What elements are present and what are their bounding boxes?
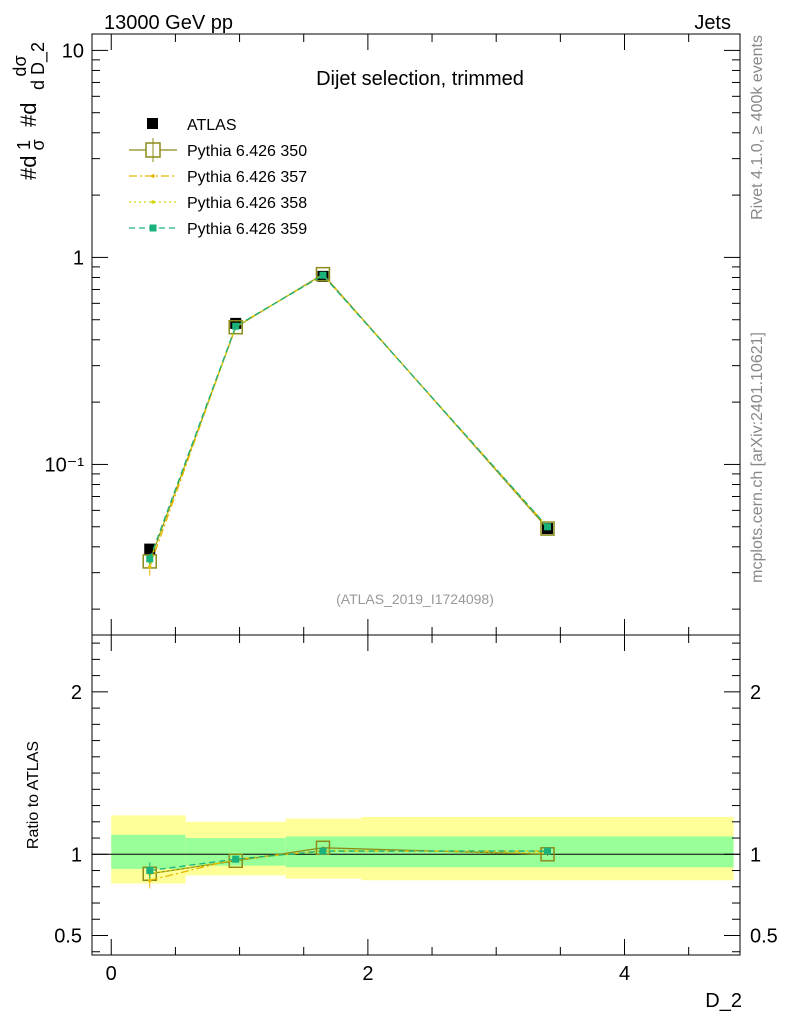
legend-marker [151,174,155,178]
ratio-y-axis-label: Ratio to ATLAS [25,741,42,849]
series-line [149,274,549,568]
analysis-id: (ATLAS_2019_I1724098) [336,591,494,607]
series-2 [147,273,550,576]
rivet-version-label: Rivet 4.1.0, ≥ 400k events [749,35,766,220]
series-0 [144,270,554,555]
data-point [319,271,327,279]
ratio-uncertainty-bands [92,815,740,884]
x-tick-label: 4 [619,963,630,985]
series-line [149,274,549,560]
data-point [232,322,240,330]
ratio-point [146,867,154,875]
legend-entry-0: ATLAS [147,117,237,134]
legend-marker [147,118,158,129]
series-1 [142,266,555,569]
ratio-series-3 [146,847,552,879]
main-y-axis-label: #d 1 σ #d dσ d D_2 [10,42,49,180]
mcplots-label: mcplots.cern.ch [arXiv:2401.10621] [749,332,766,583]
data-point [146,555,154,563]
data-point [544,523,552,531]
legend-entry-4: Pythia 6.426 359 [129,221,307,238]
x-tick-label: 2 [362,963,373,985]
legend-label: Pythia 6.426 359 [187,221,307,238]
series-4 [146,271,552,565]
legend-label: Pythia 6.426 350 [187,143,307,160]
data-point [144,543,156,555]
legend-marker [149,224,157,232]
main-y-tick-label: 1 [73,247,84,269]
ylabel-num1: 1 [14,140,34,150]
legend-entry-1: Pythia 6.426 350 [129,138,307,162]
ylabel-prefix1: #d [16,156,41,180]
ratio-point [544,847,552,855]
legend-marker [151,200,155,204]
axes: 10⁻¹ 1 10 0 2 4 0.5 0.5 1 1 2 2 [45,34,778,985]
series-3 [147,272,550,567]
legend-entry-2: Pythia 6.426 357 [129,169,307,186]
ratio-plot-frame [91,634,741,956]
ratio-y-tick-label-right: 2 [750,682,761,704]
band-green-0 [111,834,186,869]
main-y-tick-label: 10 [62,40,84,62]
ratio-y-tick-label-right: 0.5 [750,926,778,948]
ratio-point [319,847,327,855]
data-point [540,521,555,536]
x-axis-label: D_2 [705,990,742,1012]
ratio-point [232,855,240,863]
ratio-y-tick-label-right: 1 [750,844,761,866]
ratio-y-tick-label: 0.5 [54,926,82,948]
header-energy: 13000 GeV pp [104,12,233,34]
header-process: Jets [694,12,731,34]
series-line [149,273,549,562]
legend-label: Pythia 6.426 357 [187,169,307,186]
legend-label: Pythia 6.426 358 [187,195,307,212]
legend-entry-3: Pythia 6.426 358 [129,195,307,212]
main-y-tick-label: 10⁻¹ [45,454,85,476]
ratio-y-tick-label: 2 [71,682,82,704]
series-line [149,273,549,562]
legend: ATLAS Pythia 6.426 350 Pythia 6.426 357 Pyt… [129,117,307,238]
x-tick-label: 0 [106,963,117,985]
data-point [228,319,243,335]
ratio-y-tick-label: 1 [71,844,82,866]
ylabel-den1: σ [28,139,48,150]
ylabel-den2: d D_2 [28,42,49,90]
chart-title: Dijet selection, trimmed [316,68,524,90]
data-series [142,266,555,889]
ylabel-prefix2: #d [16,103,41,127]
ratio-series-line [149,850,548,872]
data-point [315,266,331,282]
legend-label: ATLAS [187,117,237,134]
ylabel-num2: dσ [10,55,30,76]
